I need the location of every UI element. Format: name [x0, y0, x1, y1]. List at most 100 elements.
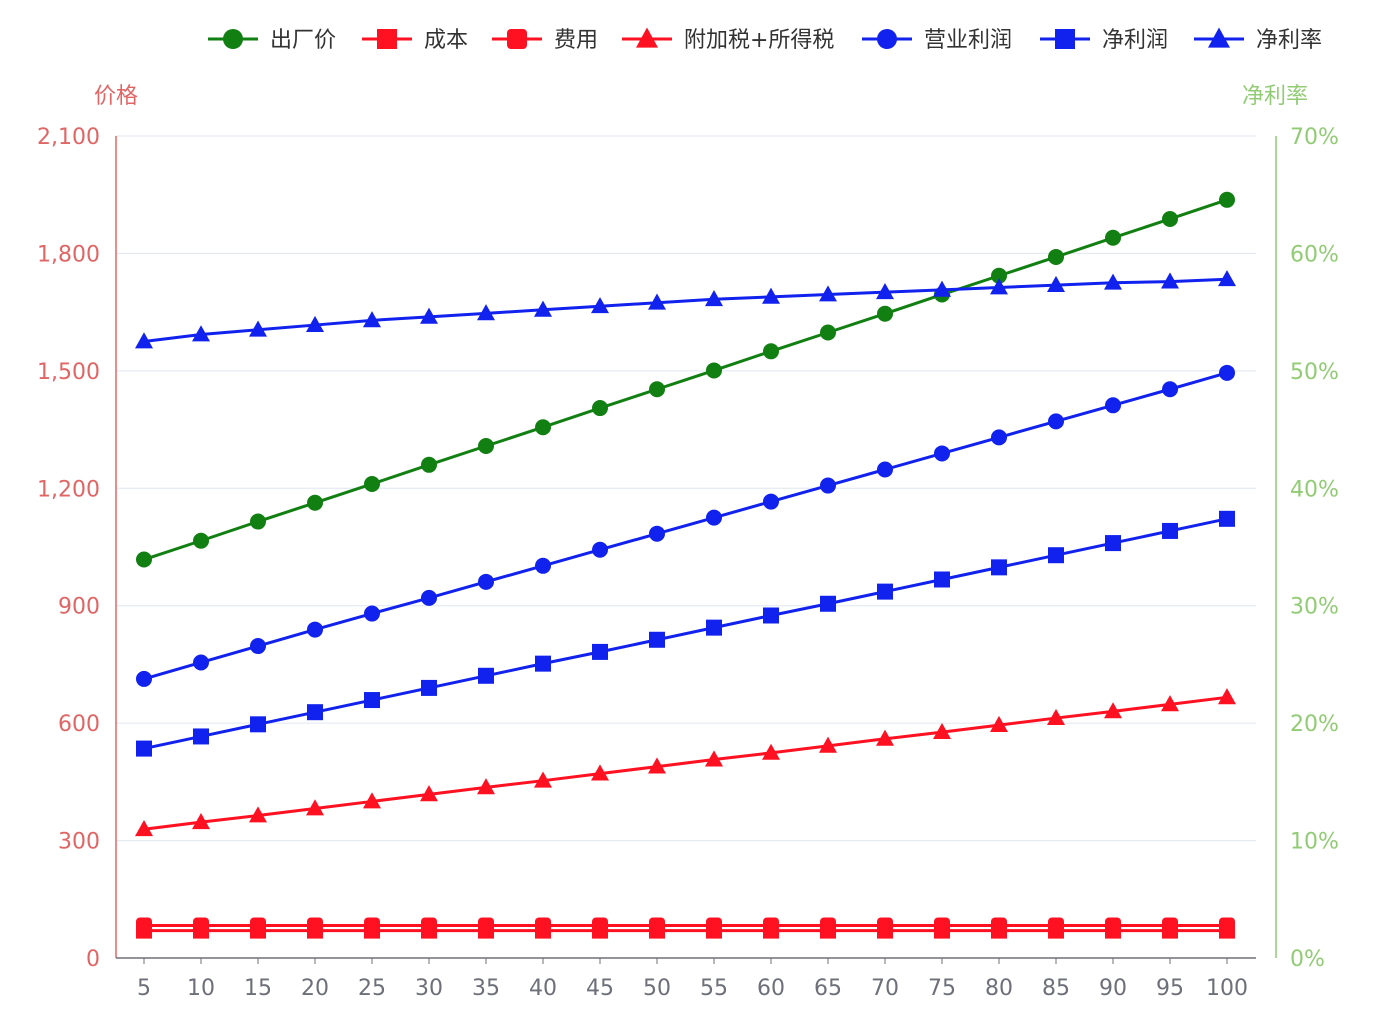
- y-right-tick-label: 40%: [1290, 477, 1339, 502]
- y-left-axis-title: 价格: [94, 84, 138, 109]
- data-point: [420, 785, 438, 802]
- legend-label: 营业利润: [924, 28, 1012, 53]
- data-point: [249, 320, 267, 337]
- legend-item: 净利率: [1194, 27, 1322, 53]
- x-tick-label: 10: [187, 976, 215, 1001]
- x-tick-label: 80: [985, 976, 1013, 1001]
- data-point: [649, 525, 665, 542]
- data-point: [421, 679, 437, 696]
- data-point: [1048, 413, 1064, 430]
- data-point: [421, 589, 437, 606]
- y-right-tick-label: 70%: [1290, 125, 1339, 150]
- x-tick-label: 95: [1156, 976, 1184, 1001]
- data-point: [592, 541, 608, 558]
- data-point: [420, 307, 438, 324]
- data-point: [535, 655, 551, 672]
- data-point: [649, 631, 665, 648]
- x-tick-label: 25: [358, 976, 386, 1001]
- data-point: [1105, 229, 1121, 246]
- data-point: [364, 917, 380, 934]
- legend-item: 成本: [362, 28, 468, 53]
- data-point: [192, 325, 210, 342]
- y-left-tick-label: 1,800: [37, 242, 100, 267]
- data-point: [363, 792, 381, 809]
- data-point: [876, 282, 894, 300]
- grid-lines: [116, 135, 1256, 842]
- data-point: [535, 557, 551, 574]
- y-right-tick-label: 60%: [1290, 242, 1339, 267]
- data-point: [193, 654, 209, 671]
- x-tick-label: 50: [643, 976, 671, 1001]
- data-point: [307, 917, 323, 934]
- x-tick-label: 85: [1042, 976, 1070, 1001]
- legend-symbol-icon: [377, 29, 397, 49]
- legend-symbol-icon: [223, 29, 243, 49]
- data-point: [991, 429, 1007, 446]
- data-point: [250, 638, 266, 655]
- data-point: [649, 917, 665, 934]
- data-point: [592, 917, 608, 934]
- data-point: [306, 315, 324, 332]
- data-point: [991, 917, 1007, 934]
- data-point: [478, 438, 494, 455]
- data-point: [763, 343, 779, 360]
- data-point: [193, 917, 209, 934]
- data-point: [1219, 191, 1235, 208]
- data-point: [591, 764, 609, 781]
- data-point: [1047, 275, 1065, 293]
- data-point: [135, 332, 153, 349]
- data-point: [1161, 695, 1179, 712]
- data-point: [1218, 270, 1236, 287]
- data-point: [250, 716, 266, 733]
- legend-label: 成本: [424, 28, 468, 53]
- data-point: [592, 643, 608, 660]
- legend-label: 费用: [554, 28, 598, 53]
- y-left-tick-label: 600: [58, 712, 100, 737]
- legend-label: 附加税+所得税: [684, 28, 834, 53]
- data-point: [991, 559, 1007, 576]
- x-tick-label: 100: [1206, 976, 1248, 1001]
- data-point: [193, 532, 209, 549]
- legend: 出厂价 成本 费用 附加税+所得税 营业利润 净利润 净利率: [208, 27, 1322, 53]
- series-净利率: [135, 270, 1236, 349]
- data-point: [705, 290, 723, 307]
- y-left-tick-label: 1,200: [37, 477, 100, 502]
- legend-symbol-icon: [877, 29, 897, 49]
- legend-label: 净利率: [1256, 28, 1322, 53]
- x-tick-label: 60: [757, 976, 785, 1001]
- y-right-axis-title: 净利率: [1242, 84, 1308, 109]
- data-point: [706, 509, 722, 526]
- data-point: [592, 400, 608, 417]
- data-point: [876, 729, 894, 746]
- data-point: [820, 917, 836, 934]
- data-point: [705, 750, 723, 767]
- legend-symbol-icon: [636, 27, 658, 48]
- y-left-tick-label: 1,500: [37, 360, 100, 385]
- data-point: [421, 456, 437, 473]
- y-left-tick-label: 900: [58, 595, 100, 620]
- data-point: [477, 304, 495, 321]
- data-point: [990, 278, 1008, 295]
- series-营业利润: [136, 364, 1235, 687]
- data-point: [135, 820, 153, 837]
- data-point: [306, 799, 324, 816]
- series-line: [143, 371, 1228, 681]
- data-point: [933, 280, 951, 297]
- y-right-tick-label: 50%: [1290, 360, 1339, 385]
- series-附加税+所得税: [135, 688, 1236, 837]
- data-point: [1047, 708, 1065, 725]
- data-point: [820, 477, 836, 494]
- x-tick-label: 40: [529, 976, 557, 1001]
- data-point: [819, 736, 837, 753]
- data-point: [136, 740, 152, 757]
- data-point: [877, 583, 893, 600]
- data-point: [1105, 535, 1121, 552]
- data-point: [1161, 272, 1179, 289]
- legend-item: 附加税+所得税: [622, 27, 834, 53]
- data-point: [136, 551, 152, 568]
- data-point: [763, 607, 779, 624]
- data-point: [1218, 688, 1236, 705]
- legend-label: 净利润: [1102, 28, 1168, 53]
- y-left-tick-label: 0: [86, 947, 100, 972]
- x-tick-label: 35: [472, 976, 500, 1001]
